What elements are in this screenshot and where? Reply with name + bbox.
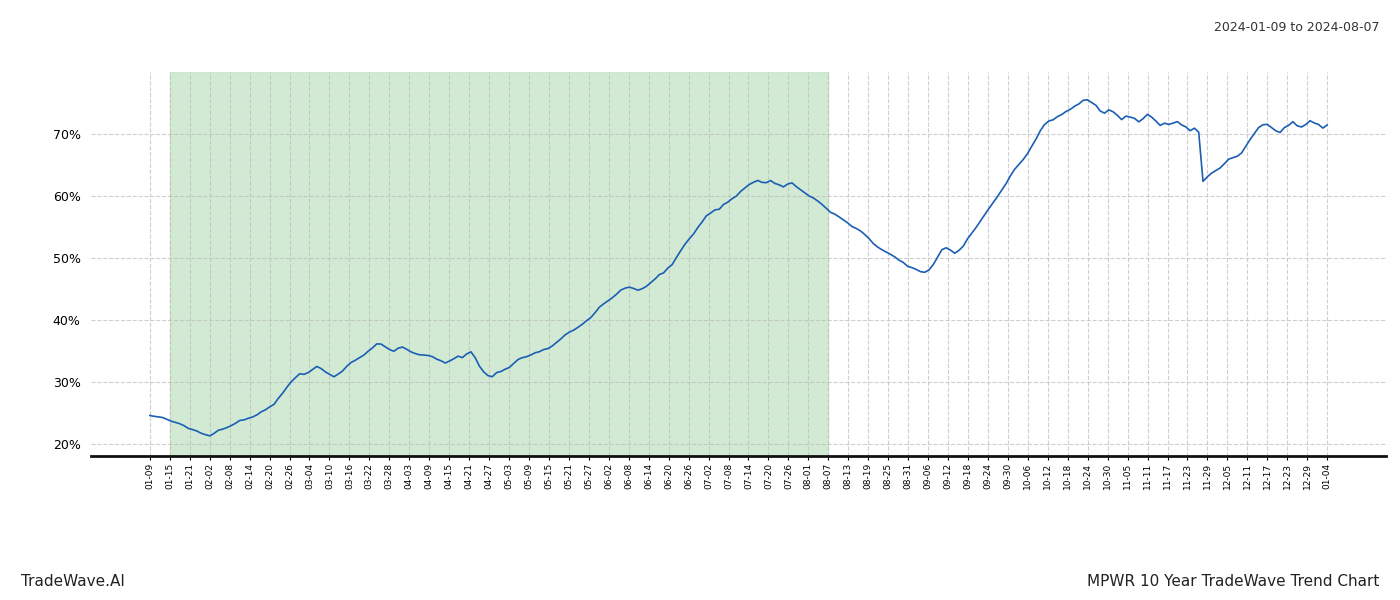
Bar xyxy=(169,72,829,456)
Bar xyxy=(169,72,829,456)
Text: MPWR 10 Year TradeWave Trend Chart: MPWR 10 Year TradeWave Trend Chart xyxy=(1086,574,1379,589)
Text: TradeWave.AI: TradeWave.AI xyxy=(21,574,125,589)
Text: 2024-01-09 to 2024-08-07: 2024-01-09 to 2024-08-07 xyxy=(1214,21,1379,34)
